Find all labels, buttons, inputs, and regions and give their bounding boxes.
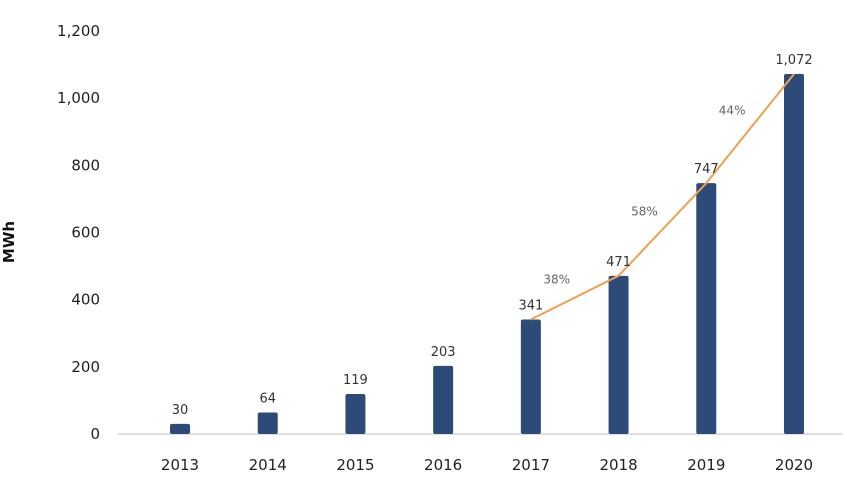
bar-value-label: 203: [431, 345, 456, 360]
growth-rate-label: 44%: [719, 104, 746, 118]
y-tick-label: 1,000: [57, 89, 100, 107]
y-tick-label: 1,200: [57, 22, 100, 40]
y-tick-label: 800: [71, 156, 100, 174]
data-labels: 30 64 119 203 341 471 747 1,072: [172, 53, 813, 418]
x-tick-label: 2014: [249, 456, 287, 474]
bar-value-label: 119: [343, 373, 368, 388]
growth-rate-label: 38%: [543, 273, 570, 287]
bar: [170, 423, 190, 434]
bar: [608, 275, 629, 434]
bar-value-label: 30: [172, 403, 189, 418]
bar-value-label: 341: [518, 298, 543, 313]
bar-value-label: 471: [606, 255, 631, 270]
growth-rate-label: 58%: [631, 204, 658, 218]
x-tick-label: 2015: [336, 456, 374, 474]
x-tick-label: 2018: [599, 456, 637, 474]
bar: [433, 365, 454, 434]
y-tick-label: 200: [71, 358, 100, 376]
growth-line: [530, 73, 795, 321]
bar: [784, 73, 804, 434]
bar-value-label: 747: [694, 162, 719, 177]
x-axis: 2013 2014 2015 2016 2017 2018 2019 2020: [161, 456, 813, 474]
x-tick-label: 2013: [161, 456, 199, 474]
y-tick-label: 400: [71, 291, 100, 309]
y-axis-label: MWh: [0, 221, 18, 263]
bar: [696, 183, 717, 434]
x-tick-label: 2017: [512, 456, 550, 474]
bar: [520, 319, 541, 434]
y-tick-label: 0: [90, 425, 100, 443]
bar-value-label: 64: [259, 392, 276, 407]
growth-line-group: 38% 58% 44%: [530, 73, 795, 321]
x-tick-label: 2016: [424, 456, 462, 474]
y-axis: 0 200 400 600 800 1,000 1,200: [57, 22, 100, 443]
bar: [257, 412, 278, 434]
bars: [170, 73, 804, 434]
y-tick-label: 600: [71, 224, 100, 242]
x-tick-label: 2020: [775, 456, 813, 474]
bar: [345, 394, 366, 434]
bar-value-label: 1,072: [775, 53, 812, 68]
x-tick-label: 2019: [687, 456, 725, 474]
